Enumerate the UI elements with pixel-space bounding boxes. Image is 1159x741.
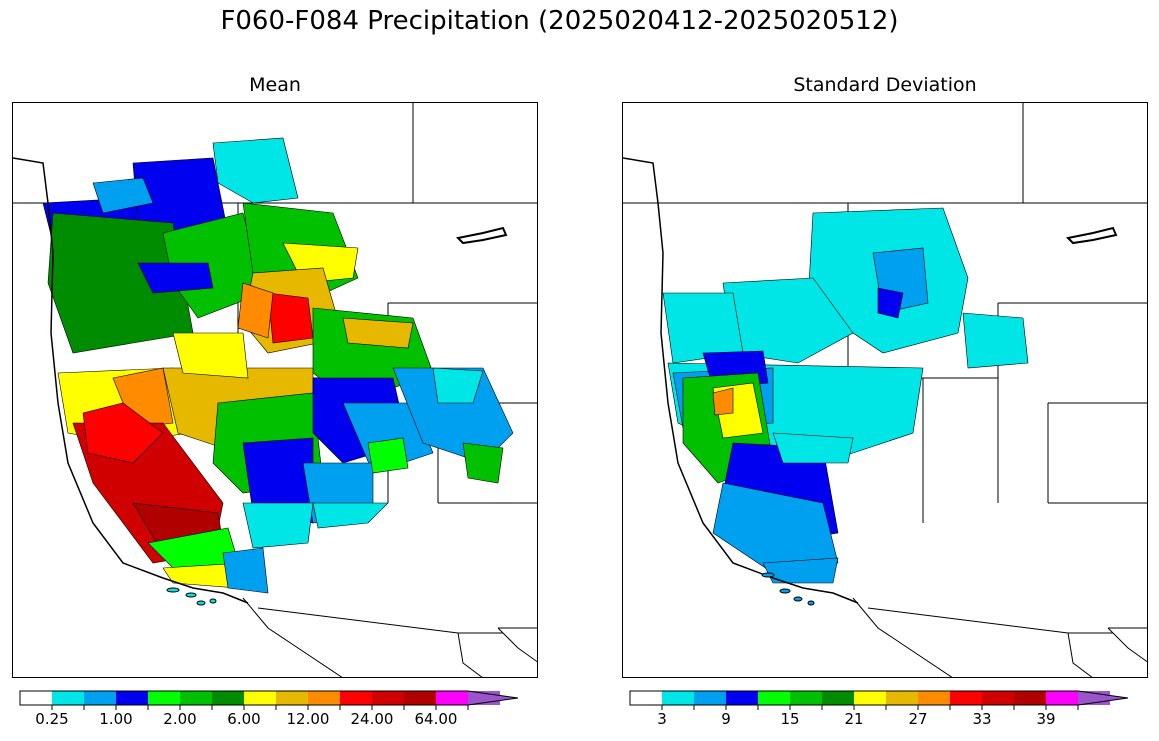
colorbar-tick-label: 64.00 xyxy=(414,710,458,728)
colorbar-box xyxy=(372,691,404,705)
std-map xyxy=(622,102,1148,678)
colorbar-box xyxy=(918,691,950,705)
colorbar-extend-arrow xyxy=(1078,691,1128,705)
colorbar-box xyxy=(950,691,982,705)
mean-coastline xyxy=(13,157,249,604)
mean-panel-title: Mean xyxy=(249,74,301,96)
std-map-boundaries xyxy=(623,103,1147,677)
mean-colorbar-svg xyxy=(19,690,519,710)
std-watershed-regions xyxy=(662,207,1029,584)
colorbar-box xyxy=(790,691,822,705)
colorbar-tick-label: 3 xyxy=(657,710,667,728)
colorbar-outline xyxy=(629,690,1129,706)
std-coastline xyxy=(623,157,859,604)
colorbar-tick-label: 24.00 xyxy=(350,710,394,728)
std-lake-shape xyxy=(1065,226,1118,245)
colorbar-tick-label: 6.00 xyxy=(227,710,261,728)
colorbar-box xyxy=(20,691,52,705)
colorbar-box xyxy=(854,691,886,705)
colorbar-box xyxy=(436,691,468,705)
colorbar-box xyxy=(148,691,180,705)
mean-colorbar xyxy=(19,690,530,710)
colorbar-box xyxy=(308,691,340,705)
std-colorbar-svg xyxy=(629,690,1129,710)
colorbar-box xyxy=(886,691,918,705)
colorbar-extend-arrow xyxy=(468,691,518,705)
colorbar-box xyxy=(694,691,726,705)
colorbar-tick-label: 9 xyxy=(721,710,731,728)
colorbar-tick-label: 0.25 xyxy=(35,710,69,728)
mean-map-canvas xyxy=(13,103,537,677)
colorbar-tick-label: 21 xyxy=(844,710,864,728)
colorbar-tick-label: 2.00 xyxy=(163,710,197,728)
mean-watershed-regions xyxy=(42,137,514,594)
mean-map xyxy=(12,102,538,678)
colorbar-tick-label: 15 xyxy=(780,710,800,728)
std-panel-title: Standard Deviation xyxy=(793,74,977,96)
colorbar-box xyxy=(1014,691,1046,705)
colorbar-box xyxy=(244,691,276,705)
colorbar-outline xyxy=(19,690,519,706)
figure-title: F060-F084 Precipitation (2025020412-2025… xyxy=(220,6,899,36)
colorbar-box xyxy=(340,691,372,705)
mean-islands xyxy=(166,587,217,606)
colorbar-box xyxy=(982,691,1014,705)
colorbar-box xyxy=(1046,691,1078,705)
colorbar-box xyxy=(404,691,436,705)
colorbar-box xyxy=(726,691,758,705)
colorbar-tick-label: 33 xyxy=(972,710,992,728)
std-map-canvas xyxy=(623,103,1147,677)
colorbar-box xyxy=(212,691,244,705)
colorbar-tick-label: 12.00 xyxy=(286,710,330,728)
colorbar-box xyxy=(276,691,308,705)
colorbar-box xyxy=(758,691,790,705)
colorbar-box xyxy=(116,691,148,705)
colorbar-box xyxy=(84,691,116,705)
colorbar-tick-label: 39 xyxy=(1036,710,1056,728)
std-colorbar xyxy=(629,690,1140,710)
mean-lake-shape xyxy=(455,226,508,245)
colorbar-box xyxy=(630,691,662,705)
colorbar-box xyxy=(662,691,694,705)
colorbar-box xyxy=(180,691,212,705)
colorbar-tick-label: 1.00 xyxy=(99,710,133,728)
colorbar-box xyxy=(822,691,854,705)
colorbar-box xyxy=(52,691,84,705)
std-islands xyxy=(761,572,815,606)
colorbar-tick-label: 27 xyxy=(908,710,928,728)
